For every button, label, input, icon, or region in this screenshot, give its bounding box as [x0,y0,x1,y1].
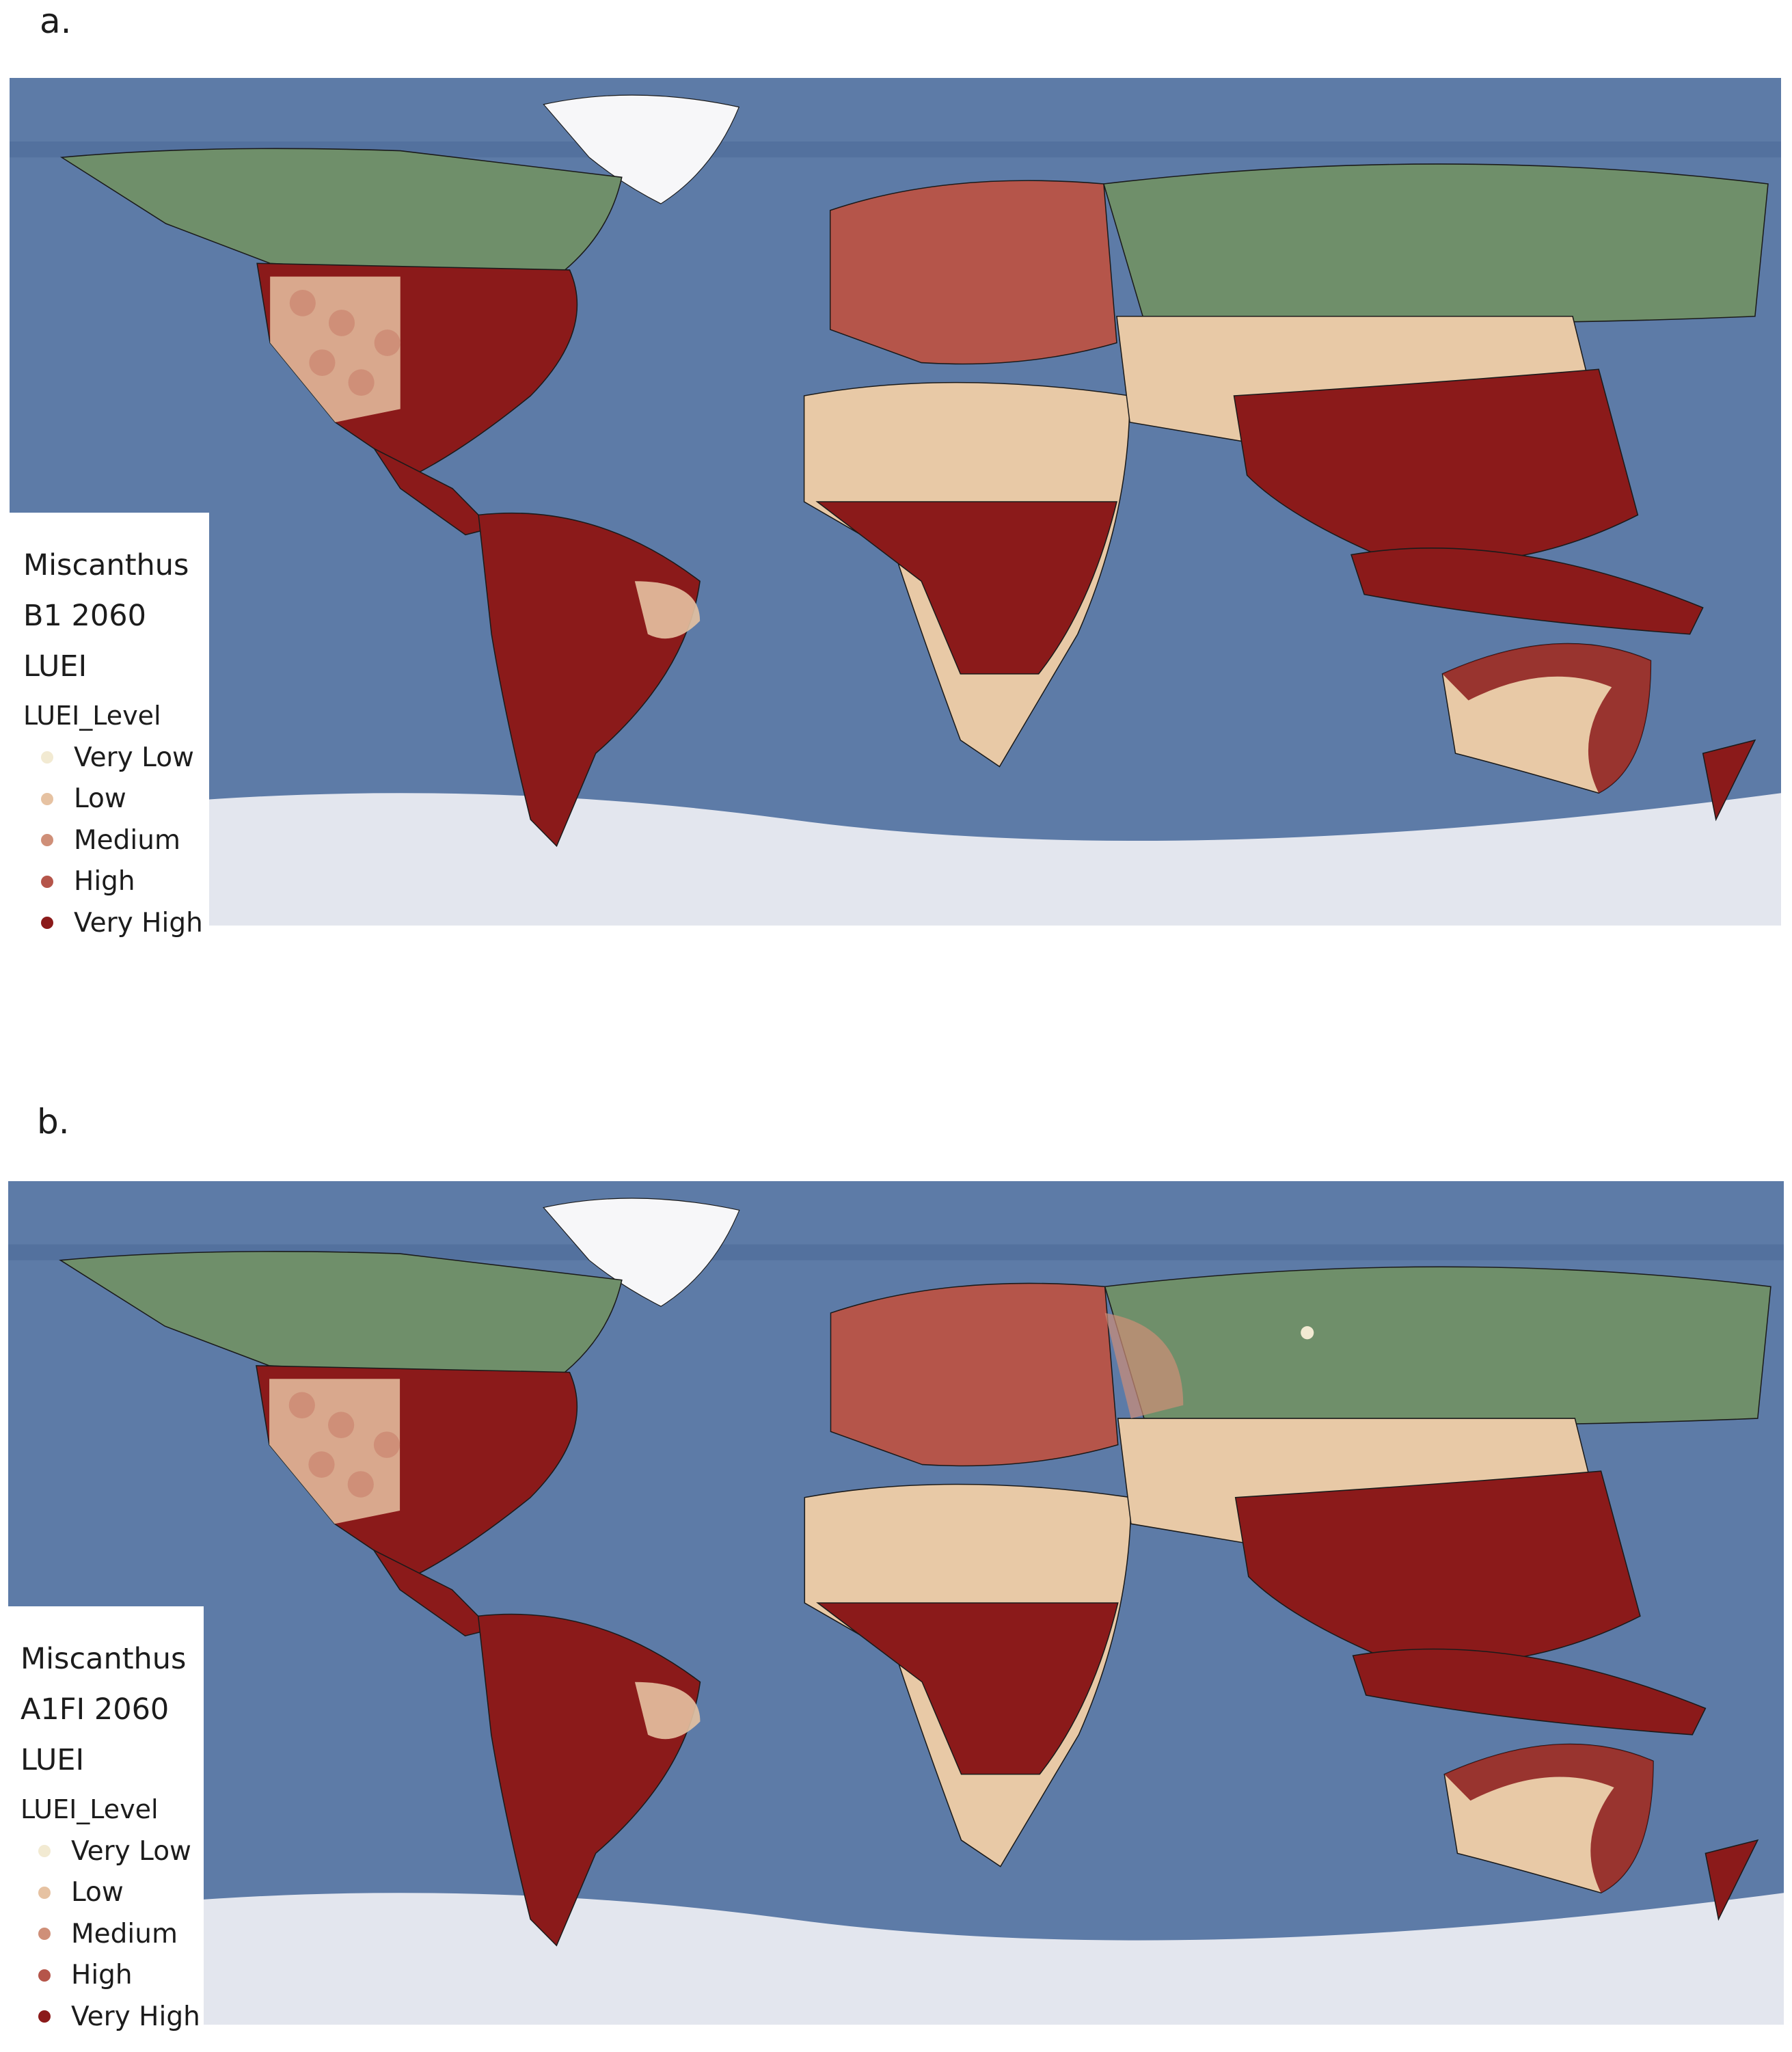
legend-item-label: Very Low [74,742,194,773]
legend-swatch-dot [41,875,53,888]
north-america-north-landmass [59,148,623,278]
russia-landmass [1104,1266,1771,1426]
russia-west-band [1104,1312,1184,1419]
legend-b-items: Very Low Low Medium High Very High [21,1831,204,2038]
legend-item: Very Low [23,737,209,779]
west-us-patch [373,1431,401,1458]
legend-swatch-dot [41,751,53,764]
legend-b-title-index: LUEI [21,1743,85,1777]
arctic-ocean [10,141,1781,158]
legend-swatch-dot [38,1928,51,1941]
west-us-patch [374,329,401,356]
legend-item-label: Medium [74,824,180,856]
new-zealand-landmass [1705,1839,1759,1921]
legend-item-label: Low [74,783,126,815]
legend-item: Medium [23,820,209,861]
new-zealand-landmass [1702,739,1756,822]
legend-swatch-dot [38,2010,51,2023]
world-map-a [10,78,1781,926]
legend-swatch-dot [41,917,53,930]
west-us-patch [328,1412,355,1438]
legend-a-items: Very Low Low Medium High Very High [23,737,209,944]
west-us-patch [309,349,336,376]
legend-item: Very High [21,1996,204,2038]
legend-item-label: Low [71,1877,124,1908]
south-east-asia-landmass [1234,1470,1641,1664]
west-us-patch [308,1451,335,1478]
south-east-asia-landmass [1233,368,1639,563]
arctic-ocean [8,1244,1784,1260]
brazil-east-band [634,1682,701,1740]
legend-item-label: Medium [71,1918,178,1949]
legend-swatch-dot [41,792,53,805]
central-america-landmass [372,447,493,536]
legend-item: High [23,861,209,903]
legend-item: Medium [21,1913,204,1955]
legend-b-title-scenario: A1FI 2060 [21,1692,169,1727]
africa-central-landmass [815,501,1117,675]
legend-a-title-crop: Miscanthus [23,548,189,582]
legend-a-title-index: LUEI [23,649,87,684]
legend-swatch-dot [38,1886,51,1899]
russia-landmass [1102,163,1769,324]
panel-a-letter: a. [40,1,72,41]
legend-b-title-crop: Miscanthus [21,1642,187,1676]
west-us-patch [328,310,355,336]
west-us-patch [348,369,375,396]
panel-b-letter: b. [37,1102,70,1142]
legend-item: Very High [23,902,209,944]
legend-item-label: Very Low [71,1835,191,1867]
legend-swatch-dot [38,1969,51,1982]
africa-central-landmass [816,1602,1119,1775]
siberia-patch [1301,1326,1314,1340]
australia-coast-band [1442,643,1651,794]
legend-swatch-dot [38,1845,51,1858]
panel-b-map [8,1181,1784,2025]
legend-item-label: Very High [71,2001,200,2032]
legend-item-label: High [74,866,135,897]
west-us-patch [347,1471,374,1498]
west-us-patch [289,290,316,316]
legend-a-field-name: LUEI_Level [23,701,161,731]
central-america-landmass [372,1548,493,1637]
west-us-patch [288,1392,315,1419]
legend-b-field-name: LUEI_Level [21,1794,159,1824]
europe-landmass [829,180,1117,365]
panel-b-legend: Miscanthus A1FI 2060 LUEI LUEI_Level Ver… [7,1606,204,2044]
greenland [543,94,740,204]
world-map-b [8,1181,1784,2025]
legend-item: Low [21,1872,204,1914]
panel-a-map [10,78,1781,926]
north-america-north-landmass [59,1251,623,1380]
legend-item-label: High [71,1960,133,1991]
antarctica [8,1893,1784,2025]
australia-coast-band [1444,1744,1653,1893]
legend-swatch-dot [41,834,53,847]
europe-landmass [830,1282,1119,1467]
indonesia-landmass [1350,548,1704,635]
legend-item: Low [23,779,209,820]
legend-item-label: Very High [74,907,203,939]
greenland [543,1198,740,1307]
indonesia-landmass [1352,1648,1707,1736]
panel-a-legend: Miscanthus B1 2060 LUEI LUEI_Level Very … [10,513,209,939]
legend-item: High [21,1955,204,1997]
legend-item: Very Low [21,1831,204,1872]
antarctica [10,793,1781,926]
legend-a-title-scenario: B1 2060 [23,599,146,633]
brazil-east-band [634,581,701,639]
